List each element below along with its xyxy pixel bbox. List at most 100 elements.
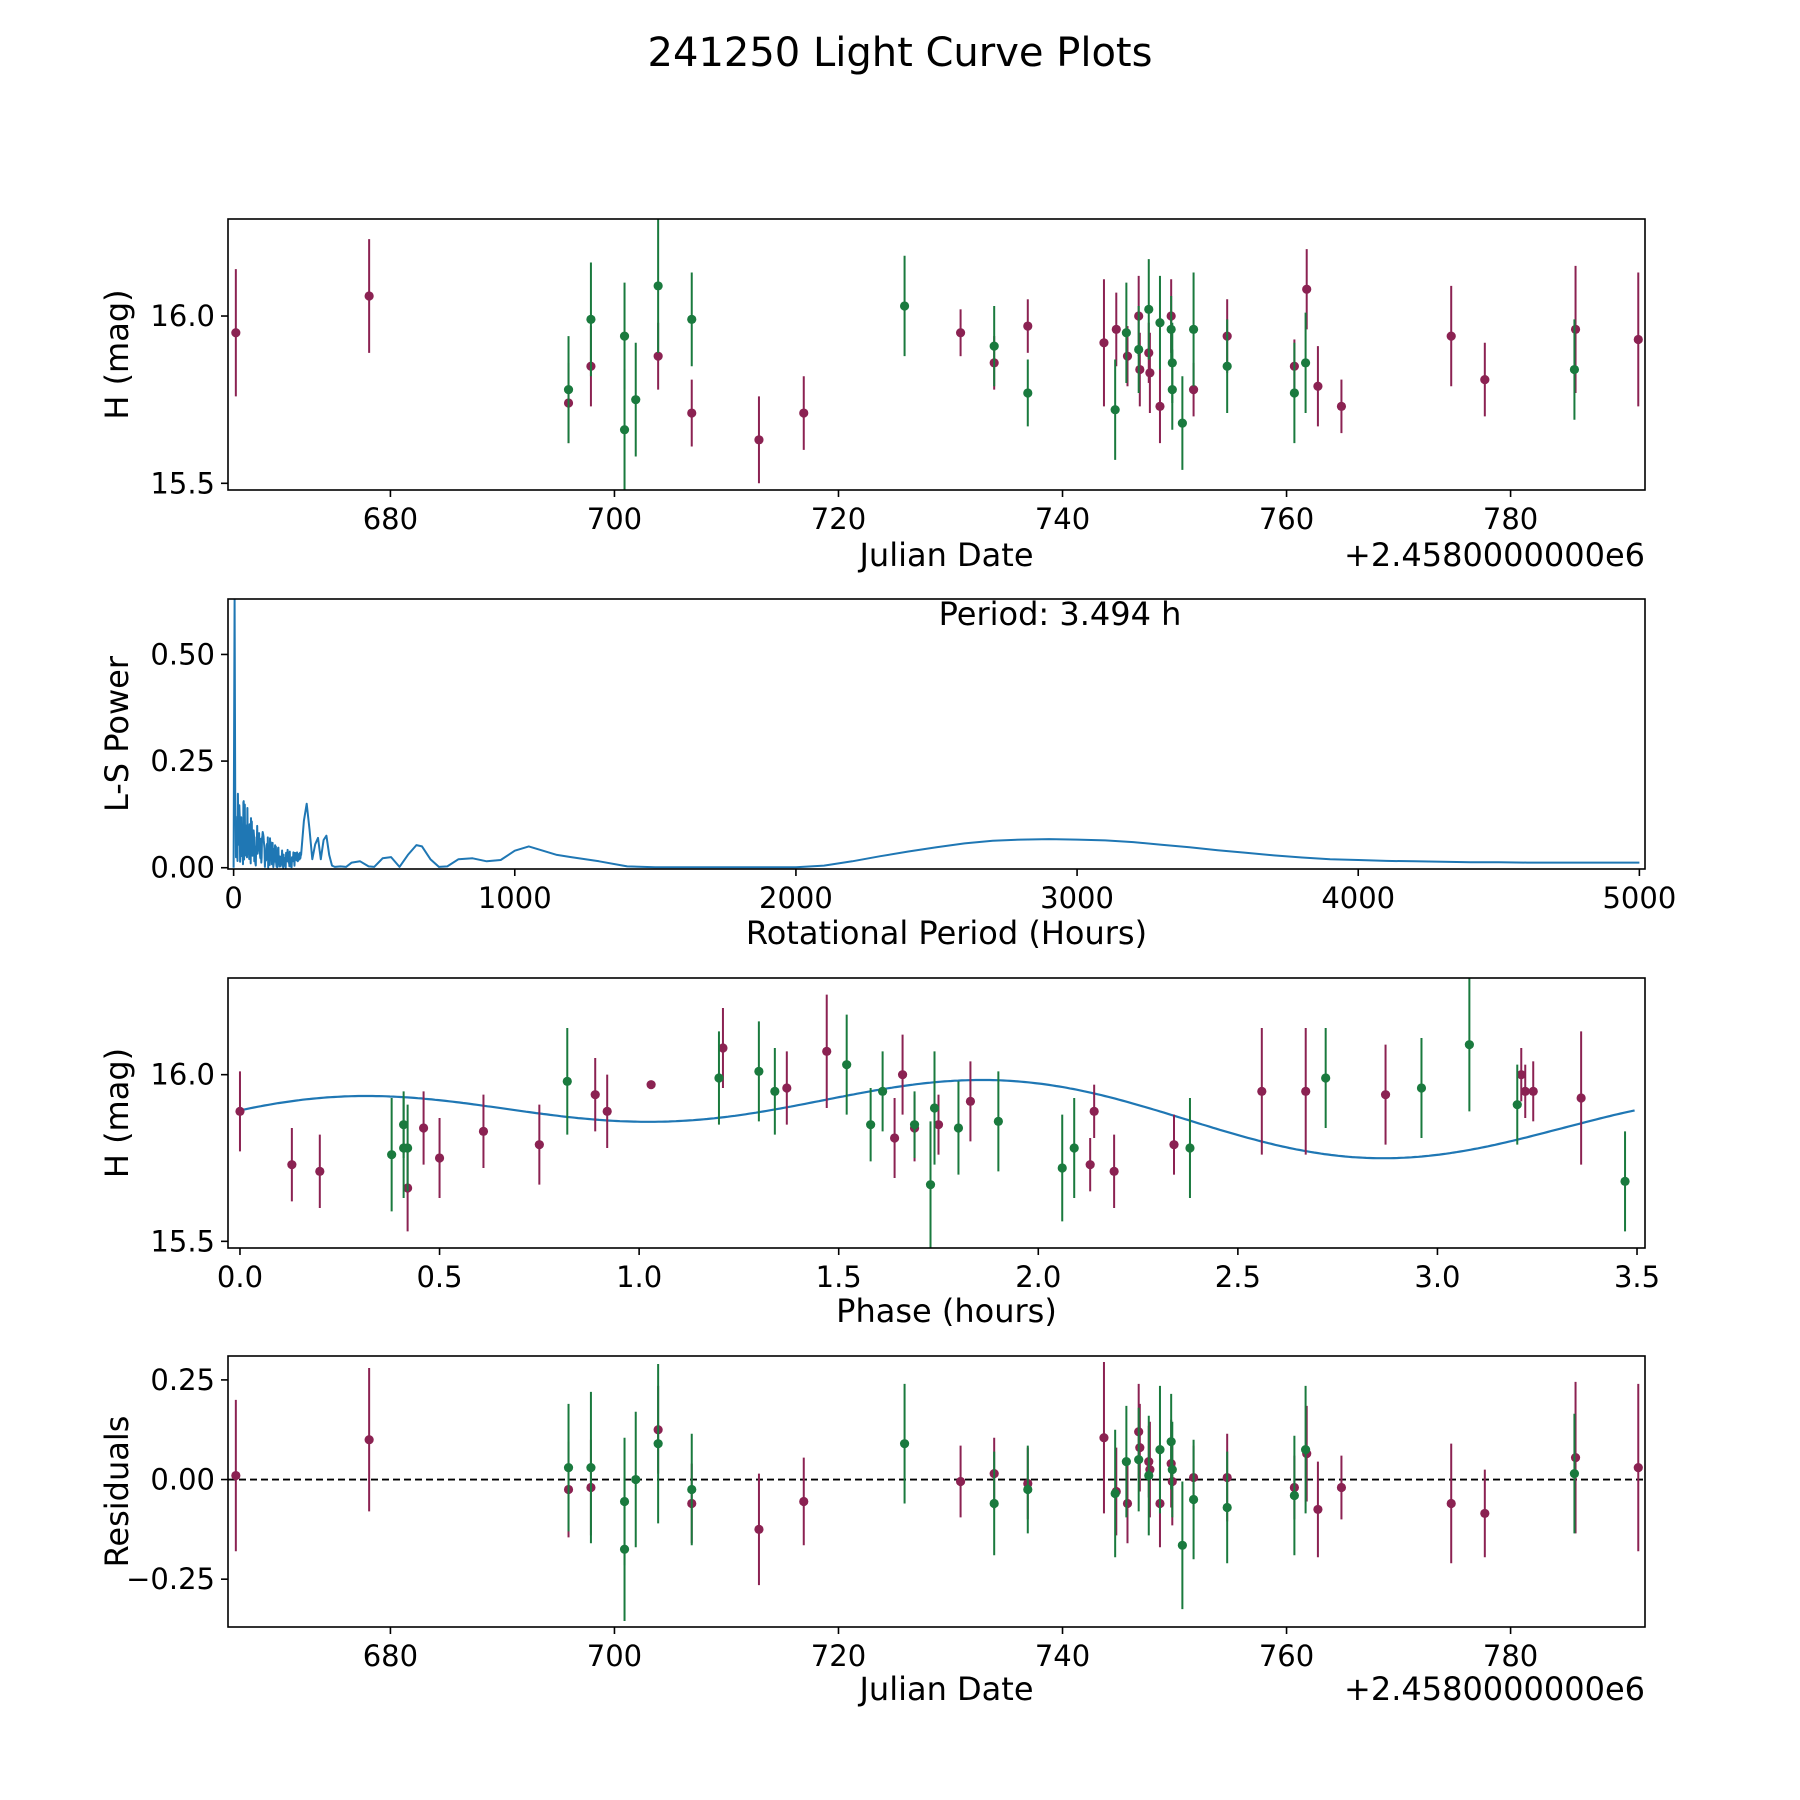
purple-data-point	[1302, 284, 1312, 294]
purple-data-point	[799, 1496, 809, 1507]
green-data-point	[586, 1462, 596, 1473]
green-data-point	[1121, 1457, 1131, 1467]
green-data-point	[989, 341, 999, 351]
x-tick-label: 760	[1259, 1639, 1314, 1673]
green-data-point	[1069, 1143, 1079, 1153]
green-data-point	[1134, 1455, 1144, 1465]
purple-data-point	[1520, 1086, 1530, 1096]
purple-data-point	[687, 408, 697, 418]
purple-data-point	[1023, 321, 1033, 331]
purple-data-point	[1135, 1443, 1145, 1453]
x-tick-label: 2.5	[1215, 1260, 1261, 1294]
y-tick-label: 0.25	[150, 744, 215, 778]
purple-data-point	[287, 1160, 297, 1170]
green-data-point	[1121, 328, 1131, 338]
residuals-panel: 680 700 720 740 760 780 −0.25 0.00 0.25 Julian Da…	[98, 1355, 1646, 1708]
purple-data-point	[1122, 1498, 1133, 1509]
purple-data-point	[1336, 401, 1347, 411]
green-data-point	[754, 1066, 764, 1076]
x-tick-label: 780	[1483, 502, 1538, 536]
green-data-point	[1300, 1445, 1311, 1455]
x-tick-label: 0.0	[217, 1260, 263, 1294]
purple-data-point	[822, 1046, 832, 1056]
x-tick-label: 1.5	[816, 1260, 862, 1294]
green-data-point	[619, 331, 630, 341]
x-tick-label: 720	[811, 502, 866, 536]
x-tick-label: 3000	[1040, 881, 1114, 915]
purple-data-point	[889, 1133, 900, 1143]
purple-data-point	[1109, 1166, 1119, 1176]
green-data-point	[687, 1484, 697, 1495]
x-tick-label: 2000	[759, 881, 833, 915]
model-fit-curve	[239, 1078, 1635, 1160]
purple-data-point	[1169, 1140, 1179, 1150]
purple-data-point	[955, 1476, 966, 1487]
purple-data-point	[754, 1524, 764, 1534]
x-offset-label: +2.4580000000e6	[1344, 1670, 1645, 1708]
purple-data-point	[1480, 1508, 1490, 1519]
purple-data-point	[1528, 1086, 1538, 1096]
purple-data-point	[418, 1123, 429, 1133]
green-data-point	[878, 1086, 888, 1096]
x-tick-label: 760	[1259, 502, 1314, 536]
x-tick-label: 3.5	[1614, 1260, 1660, 1294]
green-data-point	[563, 1462, 574, 1473]
green-data-point	[1167, 1464, 1177, 1475]
green-data-point	[387, 1150, 397, 1160]
green-data-point	[1144, 304, 1154, 314]
purple-data-point	[1633, 334, 1643, 345]
phase-folded-panel: 0.0 0.5 1.0 1.5 2.0 2.5 3.0 3.5 15.5 16.0 Phase (h…	[98, 977, 1660, 1330]
purple-data-point	[1380, 1090, 1391, 1100]
purple-data-point	[1480, 374, 1490, 385]
green-data-point	[1185, 1143, 1195, 1153]
purple-data-point	[933, 1120, 944, 1130]
y-tick-label: −0.25	[126, 1562, 215, 1596]
plot-area	[232, 599, 1640, 869]
purple-data-point	[782, 1083, 792, 1093]
green-data-point	[562, 1076, 572, 1086]
purple-data-point	[534, 1140, 544, 1150]
green-data-point	[1188, 1494, 1199, 1505]
x-tick-label: 1.0	[616, 1260, 662, 1294]
x-tick-label: 680	[363, 502, 418, 536]
green-data-point	[1177, 1540, 1187, 1550]
purple-data-point	[1155, 401, 1165, 411]
green-data-point	[1023, 388, 1033, 398]
green-data-point	[714, 1073, 724, 1083]
purple-data-point	[1085, 1160, 1095, 1170]
x-tick-label: 0.5	[416, 1260, 462, 1294]
green-data-point	[1057, 1163, 1067, 1173]
green-data-point	[1416, 1083, 1427, 1093]
green-data-point	[1222, 361, 1232, 371]
purple-data-point	[1313, 1504, 1323, 1515]
green-data-point	[1188, 324, 1199, 335]
green-data-point	[619, 1544, 630, 1554]
axes-frame	[227, 218, 1646, 491]
purple-data-point	[1257, 1086, 1267, 1096]
green-data-point	[1289, 1490, 1299, 1501]
green-data-point	[866, 1120, 876, 1130]
green-data-point	[953, 1123, 964, 1133]
purple-data-point	[602, 1106, 612, 1116]
figure-title: 241250 Light Curve Plots	[648, 30, 1153, 76]
purple-data-point	[754, 435, 764, 445]
purple-data-point	[1301, 1086, 1311, 1096]
green-data-point	[909, 1120, 920, 1130]
y-tick-label: 0.50	[150, 637, 215, 671]
purple-data-point	[1570, 1453, 1581, 1463]
purple-data-point	[1576, 1093, 1586, 1103]
green-data-point	[586, 314, 596, 324]
purple-data-point	[364, 291, 374, 301]
y-axis-label: H (mag)	[98, 1048, 136, 1178]
green-data-point	[1300, 358, 1311, 368]
x-tick-label: 740	[1035, 502, 1090, 536]
green-data-point	[770, 1086, 780, 1096]
green-data-point	[842, 1060, 852, 1070]
y-tick-label: 16.0	[150, 1058, 215, 1092]
y-tick-label: 0.25	[150, 1363, 215, 1397]
purple-data-point	[1336, 1482, 1347, 1493]
green-data-point	[563, 385, 574, 395]
green-data-point	[1155, 318, 1165, 328]
green-data-point	[1289, 388, 1299, 398]
purple-data-point	[718, 1043, 728, 1053]
